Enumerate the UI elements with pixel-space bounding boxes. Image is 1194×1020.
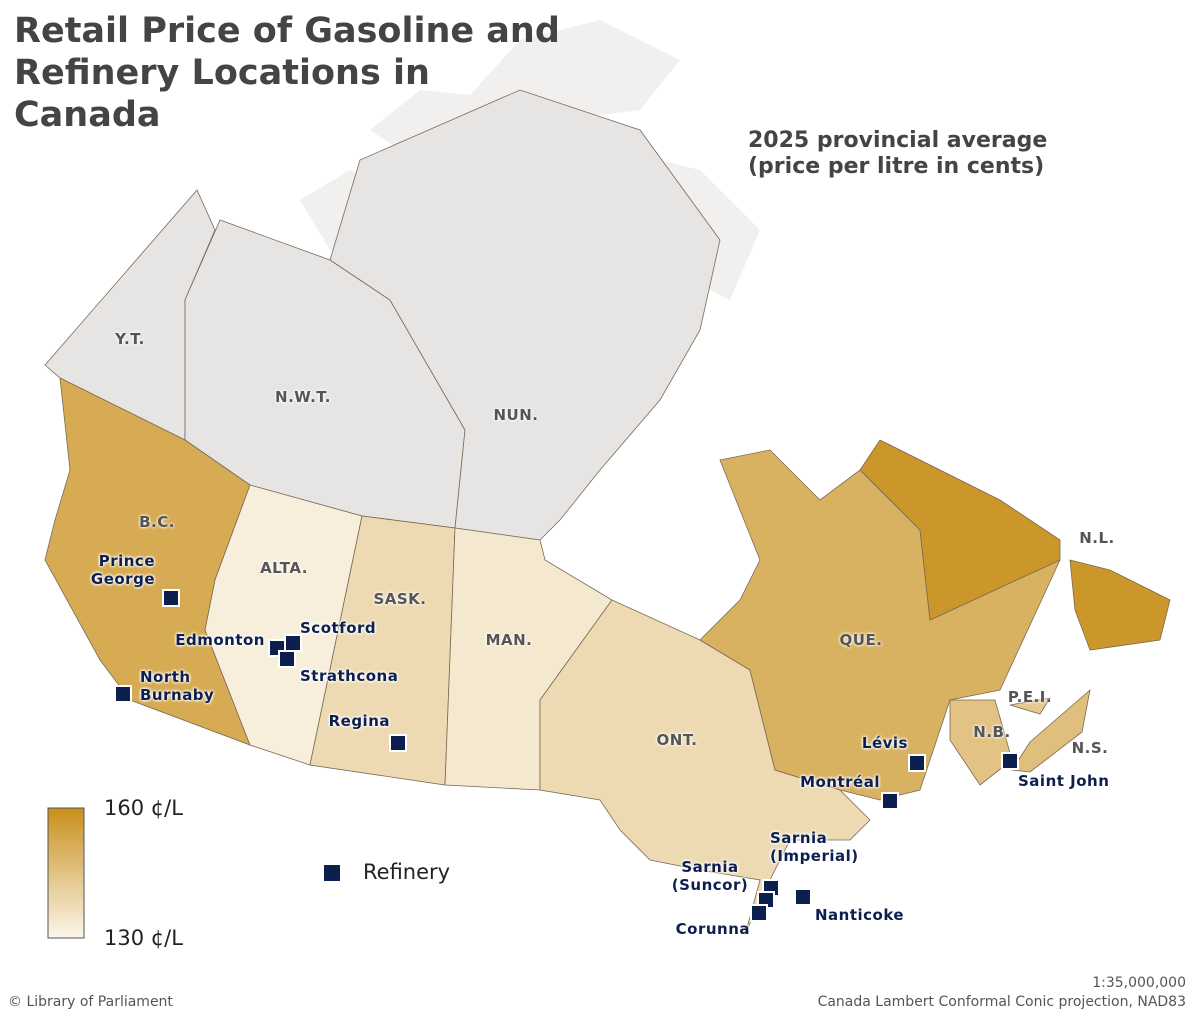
region-label: N.L. xyxy=(1079,529,1115,547)
legend-refinery-marker xyxy=(324,865,340,881)
projection: Canada Lambert Conformal Conic projectio… xyxy=(817,994,1186,1010)
region-label: ONT. xyxy=(656,731,698,749)
refinery-marker xyxy=(114,685,132,703)
region-label: Y.T. xyxy=(115,330,145,348)
legend-gradient xyxy=(47,807,85,939)
refinery-label: Lévis xyxy=(861,734,908,752)
province xyxy=(329,89,721,541)
title: Retail Price of Gasoline and Refinery Lo… xyxy=(14,11,560,135)
legend-min: 130 ¢/L xyxy=(104,926,183,950)
region-label: P.E.I. xyxy=(1007,688,1053,706)
scale: 1:35,000,000 xyxy=(1092,975,1186,991)
refinery-label: Nanticoke xyxy=(815,906,905,924)
refinery-label: Regina xyxy=(328,712,390,730)
region-label: N.S. xyxy=(1071,739,1109,757)
refinery-label: Montréal xyxy=(800,773,880,791)
province xyxy=(949,699,1013,786)
region-label: N.W.T. xyxy=(275,388,331,406)
province xyxy=(1069,559,1171,651)
legend-max: 160 ¢/L xyxy=(104,796,183,820)
subtitle: 2025 provincial average (price per litre… xyxy=(748,128,1048,180)
region-label: N.B. xyxy=(973,723,1011,741)
refinery-marker xyxy=(794,888,812,906)
refinery-label: Scotford xyxy=(300,619,377,637)
refinery-label: Sarnia (Suncor) xyxy=(671,858,749,894)
refinery-marker xyxy=(1001,752,1019,770)
refinery-marker xyxy=(278,650,296,668)
region-label: ALTA. xyxy=(260,559,308,577)
legend-refinery: Refinery xyxy=(363,860,451,884)
region-label: MAN. xyxy=(485,631,533,649)
refinery-marker xyxy=(162,589,180,607)
source: © Library of Parliament xyxy=(8,994,173,1010)
region-label: B.C. xyxy=(139,513,175,531)
refinery-label: Prince George xyxy=(90,552,155,588)
province xyxy=(859,439,1061,621)
refinery-label: Strathcona xyxy=(300,667,399,685)
refinery-label: Corunna xyxy=(675,920,750,938)
refinery-label: Edmonton xyxy=(175,631,265,649)
refinery-label: North Burnaby xyxy=(140,668,215,704)
province xyxy=(1009,697,1051,715)
refinery-marker xyxy=(750,904,768,922)
region-label: QUE. xyxy=(839,631,883,649)
region-label: NUN. xyxy=(493,406,539,424)
province xyxy=(44,377,251,746)
refinery-marker xyxy=(908,754,926,772)
refinery-marker xyxy=(881,792,899,810)
refinery-marker xyxy=(389,734,407,752)
refinery-label: Sarnia (Imperial) xyxy=(770,829,859,865)
refinery-marker xyxy=(284,634,302,652)
refinery-label: Saint John xyxy=(1018,772,1110,790)
region-label: SASK. xyxy=(373,590,427,608)
